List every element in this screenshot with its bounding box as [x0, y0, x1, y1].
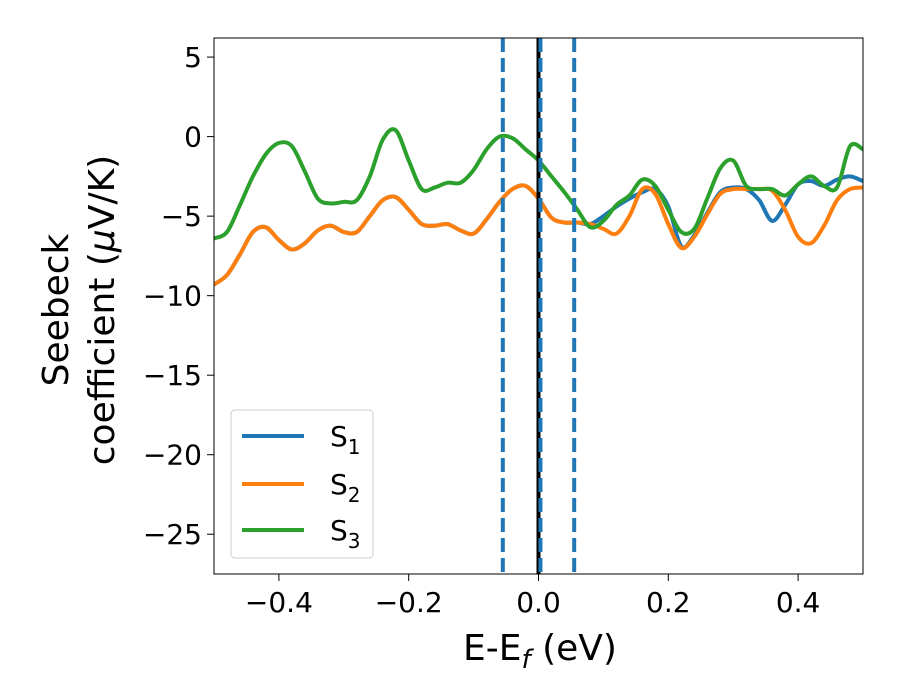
y-tick-label: −15: [143, 359, 202, 392]
axis-ticks: −0.4 −0.2 0.0 0.2 0.4 5 0 −5 −10 −15 −20 −25: [143, 41, 820, 619]
y-axis-title: Seebeck coefficient (μV/K): [36, 155, 123, 465]
y-tick-label: −5: [161, 200, 202, 233]
y-tick-label: 0: [184, 121, 202, 154]
legend-name-s3: S: [330, 514, 348, 547]
legend-entry-s3: S3: [242, 514, 361, 553]
legend-label-s3: S3: [330, 514, 361, 553]
y-tick-label: −25: [143, 518, 202, 551]
y-axis-title-line1: Seebeck: [36, 233, 77, 386]
legend: S1 S2 S3: [230, 409, 374, 559]
x-tick-label: 0.0: [516, 586, 561, 619]
legend-label-s2: S2: [330, 468, 361, 507]
y-axis-title-line2: coefficient (μV/K): [82, 155, 123, 465]
legend-name-s2: S: [330, 468, 348, 501]
legend-sub-s3: 3: [348, 529, 361, 553]
x-axis-title-unit: (eV): [531, 628, 617, 669]
x-tick-label: −0.2: [375, 586, 443, 619]
legend-sub-s2: 2: [348, 483, 361, 507]
y-axis-title-line2-suffix: V/K): [82, 155, 123, 229]
legend-entry-s1: S1: [242, 420, 361, 459]
y-axis-title-line2-prefix: coefficient (: [82, 252, 123, 465]
legend-entry-s2: S2: [242, 468, 361, 507]
x-tick-label: −0.4: [245, 586, 313, 619]
legend-name-s1: S: [330, 420, 348, 453]
y-axis-title-mu: μ: [82, 229, 123, 253]
y-tick-label: 5: [184, 41, 202, 74]
x-tick-label: 0.4: [776, 586, 821, 619]
x-axis-title-main: E-E: [463, 628, 521, 669]
plot-area: [214, 38, 863, 574]
legend-label-s1: S1: [330, 420, 361, 459]
y-tick-label: −20: [143, 439, 202, 472]
legend-sub-s1: 1: [348, 435, 361, 459]
y-tick-label: −10: [143, 280, 202, 313]
x-axis-title: E-Ef (eV): [463, 628, 617, 675]
x-tick-label: 0.2: [646, 586, 691, 619]
